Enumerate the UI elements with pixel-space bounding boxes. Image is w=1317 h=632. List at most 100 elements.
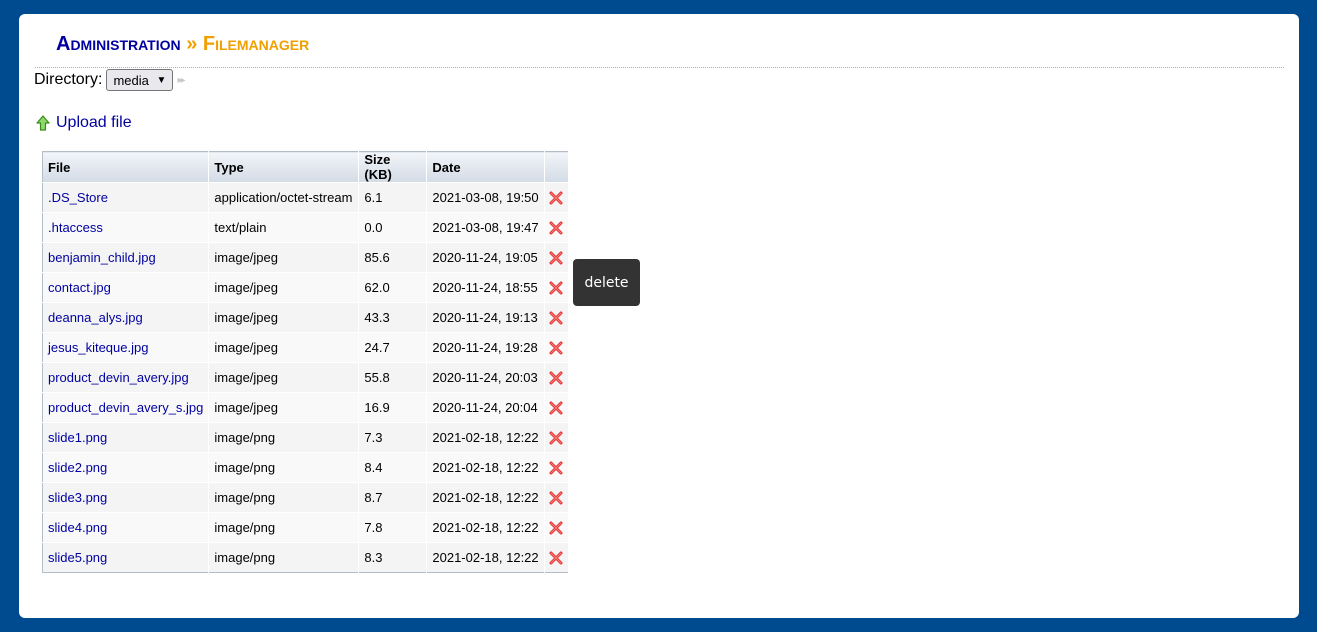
delete-cell [544, 302, 569, 333]
file-cell: jesus_kiteque.jpg [42, 332, 210, 363]
table-row: deanna_alys.jpg image/jpeg 43.3 2020-11-24,… [42, 302, 569, 333]
file-link[interactable]: slide4.png [48, 520, 108, 535]
file-link[interactable]: product_devin_avery.jpg [48, 370, 189, 385]
column-header-actions [544, 151, 569, 183]
delete-x-icon[interactable] [549, 461, 563, 475]
type-cell: image/jpeg [208, 392, 360, 423]
page-title: Administration » Filemanager [56, 32, 309, 56]
file-link[interactable]: .htaccess [48, 220, 103, 235]
delete-x-icon[interactable] [549, 371, 563, 385]
upload-file-link[interactable]: Upload file [56, 114, 132, 131]
delete-x-icon[interactable] [549, 521, 563, 535]
delete-cell [544, 482, 569, 513]
delete-x-icon[interactable] [549, 281, 563, 295]
column-header-file[interactable]: File [42, 151, 210, 183]
file-link[interactable]: product_devin_avery_s.jpg [48, 400, 204, 415]
date-cell: 2020-11-24, 19:28 [426, 332, 545, 363]
delete-x-icon[interactable] [549, 491, 563, 505]
column-header-size[interactable]: Size (KB) [358, 151, 428, 183]
file-table: File Type Size (KB) Date .DS_Store applic… [42, 151, 569, 573]
breadcrumb-filemanager: Filemanager [202, 33, 310, 55]
table-row: .htaccess text/plain 0.0 2021-03-08, 19:47 [42, 212, 569, 243]
file-link[interactable]: deanna_alys.jpg [48, 310, 143, 325]
delete-cell [544, 272, 569, 303]
table-row: benjamin_child.jpg image/jpeg 85.6 2020-11-… [42, 242, 569, 273]
table-row: jesus_kiteque.jpg image/jpeg 24.7 2020-11-2… [42, 332, 569, 363]
upload-row: Upload file [36, 113, 132, 133]
type-cell: image/jpeg [208, 362, 360, 393]
date-cell: 2020-11-24, 19:13 [426, 302, 545, 333]
delete-cell [544, 332, 569, 363]
column-header-type[interactable]: Type [208, 151, 360, 183]
delete-cell [544, 392, 569, 423]
table-row: contact.jpg image/jpeg 62.0 2020-11-24, 18:… [42, 272, 569, 303]
directory-select[interactable]: media ▼ [106, 69, 174, 91]
directory-nav-icon[interactable]: ▸▸ [177, 74, 185, 86]
size-cell: 7.3 [358, 422, 428, 453]
file-link[interactable]: .DS_Store [48, 190, 108, 205]
file-cell: slide5.png [42, 542, 210, 573]
type-cell: image/png [208, 482, 360, 513]
file-link[interactable]: contact.jpg [48, 280, 111, 295]
delete-x-icon[interactable] [549, 221, 563, 235]
table-row: slide3.png image/png 8.7 2021-02-18, 12:22 [42, 482, 569, 513]
arrow-up-icon [36, 115, 50, 131]
delete-x-icon[interactable] [549, 311, 563, 325]
delete-cell [544, 542, 569, 573]
file-cell: slide3.png [42, 482, 210, 513]
file-cell: deanna_alys.jpg [42, 302, 210, 333]
delete-cell [544, 182, 569, 213]
file-cell: slide1.png [42, 422, 210, 453]
file-link[interactable]: slide1.png [48, 430, 108, 445]
directory-selected-value: media [113, 72, 149, 88]
date-cell: 2021-02-18, 12:22 [426, 452, 545, 483]
delete-x-icon[interactable] [549, 401, 563, 415]
date-cell: 2021-03-08, 19:50 [426, 182, 545, 213]
file-cell: slide2.png [42, 452, 210, 483]
file-cell: .htaccess [42, 212, 210, 243]
table-row: slide2.png image/png 8.4 2021-02-18, 12:22 [42, 452, 569, 483]
size-cell: 6.1 [358, 182, 428, 213]
delete-cell [544, 452, 569, 483]
type-cell: image/png [208, 512, 360, 543]
size-cell: 0.0 [358, 212, 428, 243]
file-link[interactable]: slide3.png [48, 490, 108, 505]
breadcrumb-administration[interactable]: Administration [56, 33, 181, 55]
file-link[interactable]: benjamin_child.jpg [48, 250, 156, 265]
delete-x-icon[interactable] [549, 431, 563, 445]
type-cell: image/jpeg [208, 332, 360, 363]
file-link[interactable]: jesus_kiteque.jpg [48, 340, 149, 355]
date-cell: 2021-02-18, 12:22 [426, 422, 545, 453]
size-cell: 85.6 [358, 242, 428, 273]
date-cell: 2021-02-18, 12:22 [426, 482, 545, 513]
date-cell: 2021-03-08, 19:47 [426, 212, 545, 243]
table-row: .DS_Store application/octet-stream 6.1 2021… [42, 182, 569, 213]
size-cell: 8.3 [358, 542, 428, 573]
size-cell: 24.7 [358, 332, 428, 363]
delete-x-icon[interactable] [549, 341, 563, 355]
file-link[interactable]: slide2.png [48, 460, 108, 475]
type-cell: image/jpeg [208, 242, 360, 273]
delete-tooltip: delete [573, 259, 640, 306]
table-row: slide5.png image/png 8.3 2021-02-18, 12:22 [42, 542, 569, 573]
delete-cell [544, 362, 569, 393]
type-cell: image/png [208, 422, 360, 453]
date-cell: 2020-11-24, 18:55 [426, 272, 545, 303]
type-cell: image/jpeg [208, 272, 360, 303]
size-cell: 55.8 [358, 362, 428, 393]
file-cell: benjamin_child.jpg [42, 242, 210, 273]
column-header-date[interactable]: Date [426, 151, 545, 183]
delete-x-icon[interactable] [549, 551, 563, 565]
delete-cell [544, 512, 569, 543]
header-divider [35, 67, 1284, 68]
table-header-row: File Type Size (KB) Date [42, 151, 569, 183]
type-cell: text/plain [208, 212, 360, 243]
delete-x-icon[interactable] [549, 251, 563, 265]
chevron-down-icon: ▼ [156, 74, 167, 86]
size-cell: 16.9 [358, 392, 428, 423]
file-link[interactable]: slide5.png [48, 550, 108, 565]
type-cell: image/png [208, 452, 360, 483]
file-cell: .DS_Store [42, 182, 210, 213]
date-cell: 2020-11-24, 20:03 [426, 362, 545, 393]
delete-x-icon[interactable] [549, 191, 563, 205]
